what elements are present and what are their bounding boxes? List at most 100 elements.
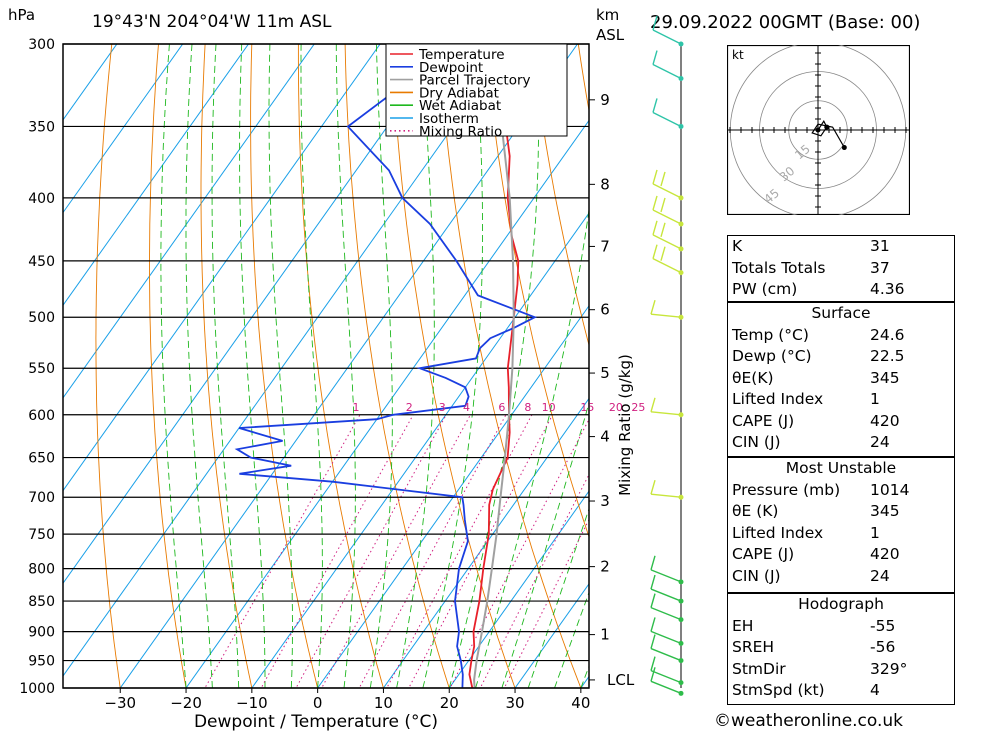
isotherm-line xyxy=(63,44,315,399)
x-tick-label: 30 xyxy=(505,694,524,712)
row-value: 329° xyxy=(870,659,908,678)
row-label: Totals Totals xyxy=(732,258,826,277)
legend-label: Mixing Ratio xyxy=(419,124,502,140)
wind-barb xyxy=(650,397,684,418)
pressure-tick-label: 450 xyxy=(28,254,55,270)
pressure-tick-label: 350 xyxy=(28,119,55,135)
table-row: Pressure (mb) 1014 xyxy=(728,480,954,502)
isotherm-line xyxy=(63,44,513,677)
wet-adiabat-line xyxy=(475,206,589,688)
row-value: 420 xyxy=(870,545,900,563)
row-label: SREH xyxy=(732,638,775,656)
isotherm-line xyxy=(448,490,589,688)
pressure-tick-label: 750 xyxy=(28,527,55,543)
x-tick-label: 10 xyxy=(374,694,393,712)
table-row: Temp (°C) 24.6 xyxy=(728,325,954,347)
x-tick-label: −10 xyxy=(236,694,268,712)
hodograph-point xyxy=(824,124,830,130)
hodograph-point xyxy=(815,127,821,133)
height-tick-label: 9 xyxy=(600,91,610,109)
wind-barb xyxy=(650,480,684,500)
x-tick-label: 0 xyxy=(313,694,323,712)
hodograph-trace xyxy=(811,120,845,148)
mixing-ratio-line xyxy=(503,518,589,688)
row-label: CIN (J) xyxy=(732,433,781,451)
wet-adiabat-line xyxy=(160,44,187,688)
row-value: 24.6 xyxy=(870,325,905,344)
legend-box xyxy=(385,43,568,137)
hodograph-point xyxy=(841,145,847,151)
isotherm-line xyxy=(119,44,579,688)
wet-adiabat-line xyxy=(501,401,589,688)
table-row: StmSpd (kt) 4 xyxy=(728,680,954,702)
dry-adiabat-line xyxy=(250,44,319,688)
row-value: 1 xyxy=(870,390,880,408)
wind-barb xyxy=(650,656,684,686)
isotherm-line xyxy=(251,212,589,688)
isotherm-line xyxy=(514,582,589,688)
wet-adiabat-line xyxy=(448,44,540,688)
mixing-ratio-line xyxy=(260,414,414,688)
x-tick-label: −20 xyxy=(170,694,202,712)
legend-label: Isotherm xyxy=(419,111,479,127)
lcl-label: LCL xyxy=(607,671,635,689)
row-value: 4.36 xyxy=(870,280,905,298)
mixing-ratio-line xyxy=(321,414,471,688)
height-tick-label: 1 xyxy=(600,626,610,644)
legend-label: Dewpoint xyxy=(419,60,483,76)
wind-barb xyxy=(652,98,684,129)
dry-adiabat-line xyxy=(95,44,121,688)
wet-adiabat-line xyxy=(185,44,213,688)
wet-adiabat-line xyxy=(239,44,266,688)
wind-barb xyxy=(650,555,684,585)
row-label: θE(K) xyxy=(732,368,774,387)
wind-barb xyxy=(652,195,684,227)
wind-barb xyxy=(650,574,684,604)
most-unstable-table: Most Unstable Pressure (mb) 1014 θE (K) 345 L… xyxy=(727,457,955,593)
row-value: 345 xyxy=(870,368,900,387)
wind-barb xyxy=(650,593,684,623)
height-tick-label: 8 xyxy=(600,175,610,193)
row-label: Lifted Index xyxy=(732,523,824,542)
hodograph-unit-label: kt xyxy=(732,48,744,62)
mixing-ratio-label: 4 xyxy=(463,401,470,414)
x-tick-label: −30 xyxy=(104,694,136,712)
row-value: -55 xyxy=(870,616,896,635)
height-unit-km: km xyxy=(596,6,620,24)
row-value: 1 xyxy=(870,523,880,542)
pressure-tick-label: 800 xyxy=(28,562,55,578)
pressure-tick-label: 850 xyxy=(28,594,55,610)
isotherm-line xyxy=(185,119,589,688)
legend-label: Dry Adiabat xyxy=(419,85,499,101)
dry-adiabat-line xyxy=(437,44,582,688)
mixing-ratio-line xyxy=(479,473,589,688)
height-tick-label: 4 xyxy=(600,428,610,446)
row-label: Temp (°C) xyxy=(732,325,809,344)
mixing-ratio-label: 25 xyxy=(631,401,645,414)
dry-adiabat-line xyxy=(344,44,450,688)
mixing-ratio-label: 2 xyxy=(406,401,413,414)
isotherm-line xyxy=(317,304,589,688)
table-row: EH -55 xyxy=(728,616,954,638)
mixing-ratio-label: 6 xyxy=(498,401,505,414)
row-value: 31 xyxy=(870,237,890,255)
legend-label: Parcel Trajectory xyxy=(419,73,531,89)
row-label: Dewp (°C) xyxy=(732,347,812,365)
pressure-tick-label: 950 xyxy=(28,654,55,670)
wind-barb xyxy=(650,300,684,320)
wet-adiabat-line xyxy=(300,44,323,688)
table-row: Lifted Index 1 xyxy=(728,523,954,545)
legend-label: Wet Adiabat xyxy=(419,98,501,114)
row-value: -56 xyxy=(870,638,896,656)
isotherm-line xyxy=(63,44,250,307)
dry-adiabat-line xyxy=(297,44,384,688)
row-label: θE (K) xyxy=(732,502,779,520)
pressure-tick-label: 650 xyxy=(28,451,55,467)
table-row: K 31 xyxy=(728,236,954,258)
wet-adiabat-line xyxy=(527,507,589,688)
table-title: Hodograph xyxy=(728,594,954,616)
table-row: CAPE (J) 420 xyxy=(728,411,954,433)
pressure-tick-label: 500 xyxy=(28,310,55,326)
row-value: 4 xyxy=(870,681,880,699)
